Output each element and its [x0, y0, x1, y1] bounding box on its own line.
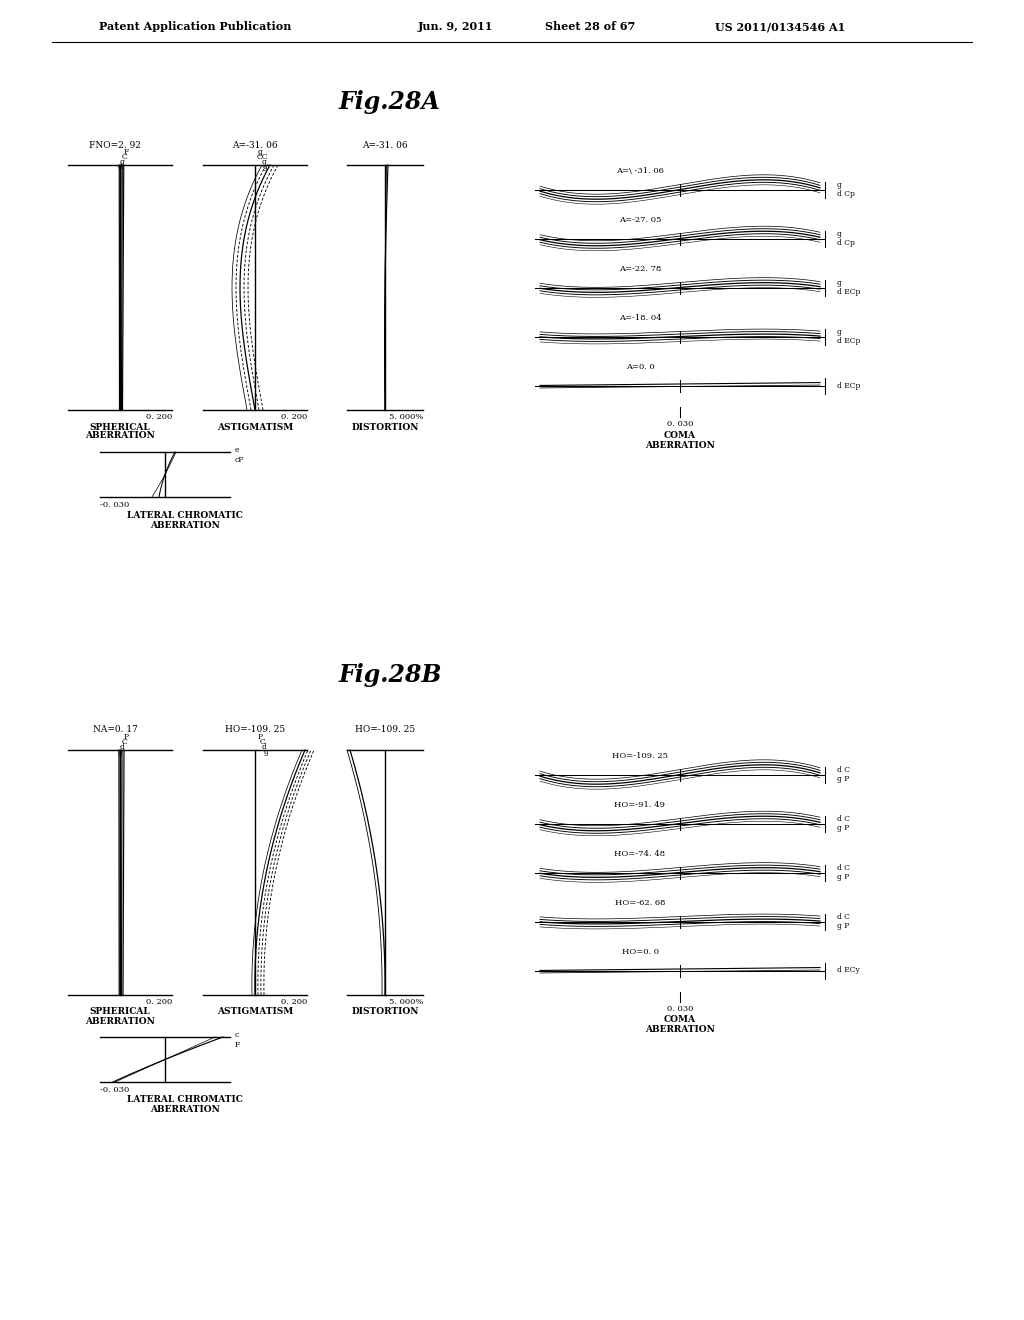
Text: g
d ECp: g d ECp — [837, 327, 860, 345]
Text: e
cF: e cF — [234, 446, 245, 463]
Text: -0. 030: -0. 030 — [100, 502, 129, 510]
Text: C: C — [259, 738, 265, 746]
Text: -0. 030: -0. 030 — [100, 1086, 129, 1094]
Text: 5. 000%: 5. 000% — [389, 413, 423, 421]
Text: A=-22. 78: A=-22. 78 — [618, 265, 662, 273]
Text: DISTORTION: DISTORTION — [351, 422, 419, 432]
Text: c
F: c F — [234, 1031, 241, 1048]
Text: DISTORTION: DISTORTION — [351, 1007, 419, 1016]
Text: d C
g P: d C g P — [837, 766, 850, 783]
Text: g: g — [263, 748, 268, 756]
Text: 0. 030: 0. 030 — [667, 1005, 693, 1012]
Text: ABERRATION: ABERRATION — [151, 1106, 220, 1114]
Text: g: g — [261, 158, 266, 166]
Text: ASTIGMATISM: ASTIGMATISM — [217, 1007, 293, 1016]
Text: A=-27. 05: A=-27. 05 — [618, 216, 662, 224]
Text: 0. 200: 0. 200 — [145, 998, 172, 1006]
Text: P: P — [257, 733, 262, 741]
Text: ABERRATION: ABERRATION — [85, 432, 155, 441]
Text: Sheet 28 of 67: Sheet 28 of 67 — [545, 21, 635, 33]
Text: ABERRATION: ABERRATION — [85, 1016, 155, 1026]
Text: SPHERICAL: SPHERICAL — [90, 1007, 151, 1016]
Text: d ECy: d ECy — [837, 966, 860, 974]
Text: d ECp: d ECp — [837, 381, 860, 389]
Text: 0. 200: 0. 200 — [145, 413, 172, 421]
Text: COMA: COMA — [664, 430, 696, 440]
Text: FNO=2. 92: FNO=2. 92 — [89, 140, 141, 149]
Text: ABERRATION: ABERRATION — [151, 520, 220, 529]
Text: Fig.28B: Fig.28B — [338, 663, 441, 686]
Text: A=-31. 06: A=-31. 06 — [362, 140, 408, 149]
Text: 0. 030: 0. 030 — [667, 420, 693, 428]
Text: g
d Cp: g d Cp — [837, 181, 855, 198]
Text: d: d — [261, 743, 266, 751]
Text: d: d — [118, 162, 123, 172]
Text: HO=-62. 68: HO=-62. 68 — [614, 899, 666, 907]
Text: A=\ -31. 06: A=\ -31. 06 — [616, 168, 664, 176]
Text: 0. 200: 0. 200 — [281, 413, 307, 421]
Text: d C
g P: d C g P — [837, 814, 850, 832]
Text: CC: CC — [256, 153, 267, 161]
Text: 5. 000%: 5. 000% — [389, 998, 423, 1006]
Text: HO=-109. 25: HO=-109. 25 — [225, 726, 285, 734]
Text: g
d Cp: g d Cp — [837, 230, 855, 247]
Text: HO=-109. 25: HO=-109. 25 — [612, 752, 668, 760]
Text: Jun. 9, 2011: Jun. 9, 2011 — [418, 21, 493, 33]
Text: Patent Application Publication: Patent Application Publication — [98, 21, 291, 33]
Text: ABERRATION: ABERRATION — [645, 441, 715, 450]
Text: A=0. 0: A=0. 0 — [626, 363, 654, 371]
Text: HO=0. 0: HO=0. 0 — [622, 948, 658, 956]
Text: g: g — [120, 158, 125, 166]
Text: d C
g P: d C g P — [837, 863, 850, 882]
Text: d C
g P: d C g P — [837, 913, 850, 931]
Text: F: F — [123, 148, 129, 156]
Text: LATERAL CHROMATIC: LATERAL CHROMATIC — [127, 511, 243, 520]
Text: g: g — [258, 148, 262, 156]
Text: US 2011/0134546 A1: US 2011/0134546 A1 — [715, 21, 845, 33]
Text: g: g — [118, 748, 123, 756]
Text: HO=-109. 25: HO=-109. 25 — [355, 726, 415, 734]
Text: C: C — [121, 738, 127, 746]
Text: Fig.28A: Fig.28A — [339, 90, 441, 114]
Text: ASTIGMATISM: ASTIGMATISM — [217, 422, 293, 432]
Text: NA=0. 17: NA=0. 17 — [92, 726, 137, 734]
Text: g': g' — [262, 162, 269, 172]
Text: P: P — [124, 733, 129, 741]
Text: HO=-91. 49: HO=-91. 49 — [614, 801, 666, 809]
Text: LATERAL CHROMATIC: LATERAL CHROMATIC — [127, 1096, 243, 1105]
Text: g
d ECp: g d ECp — [837, 279, 860, 296]
Text: SPHERICAL: SPHERICAL — [90, 422, 151, 432]
Text: d: d — [120, 743, 125, 751]
Text: 0. 200: 0. 200 — [281, 998, 307, 1006]
Text: ABERRATION: ABERRATION — [645, 1026, 715, 1035]
Text: COMA: COMA — [664, 1015, 696, 1024]
Text: C: C — [121, 153, 127, 161]
Text: HO=-74. 48: HO=-74. 48 — [614, 850, 666, 858]
Text: A=-31. 06: A=-31. 06 — [232, 140, 278, 149]
Text: A=-18. 04: A=-18. 04 — [618, 314, 662, 322]
